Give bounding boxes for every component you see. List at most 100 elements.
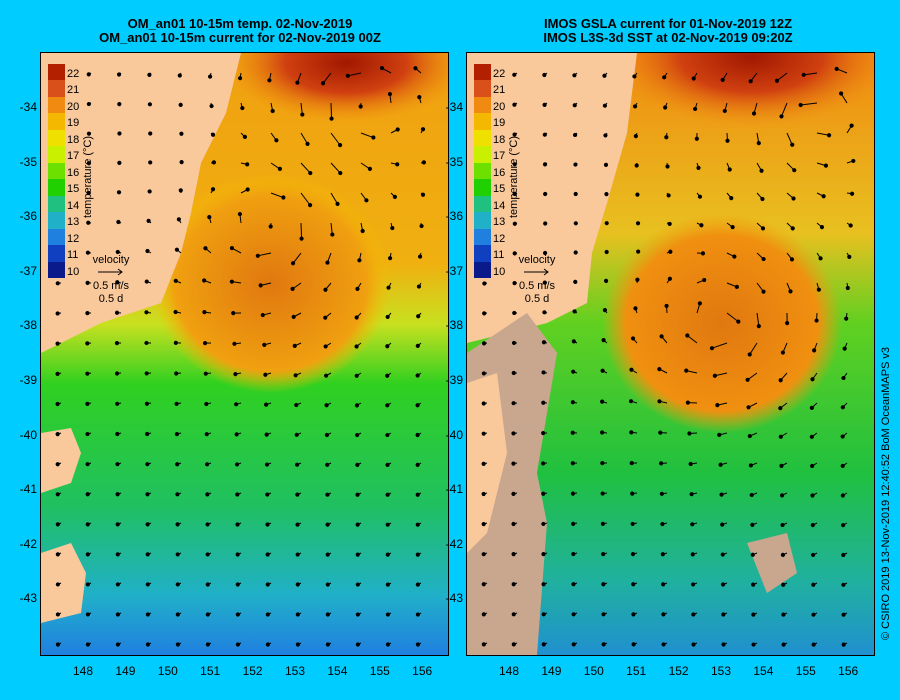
left-map-panel[interactable] <box>40 52 449 656</box>
current-vector-head <box>385 403 390 408</box>
colorbar-label: 13 <box>493 216 506 229</box>
current-vector-head <box>821 194 826 199</box>
current-vector-head <box>115 582 120 587</box>
current-vector-head <box>385 582 390 587</box>
current-vector-head <box>179 131 184 136</box>
current-vector-head <box>386 285 391 290</box>
current-vector-head <box>115 401 120 406</box>
current-vector-head <box>274 138 279 143</box>
current-vector-head <box>602 308 608 313</box>
current-vector-head <box>116 190 122 195</box>
current-vector-head <box>204 432 209 437</box>
current-vector-head <box>511 370 516 376</box>
current-vector-head <box>810 493 815 498</box>
current-vector-head <box>543 221 548 226</box>
current-vector-head <box>601 612 606 617</box>
current-vector-head <box>512 310 517 316</box>
latitude-tick: -40 <box>19 427 37 442</box>
current-vector-head <box>541 491 546 496</box>
current-vector-head <box>810 377 815 382</box>
current-vector-head <box>512 281 517 286</box>
current-vector-head <box>202 278 207 283</box>
current-vector-head <box>86 220 91 225</box>
current-vector-head <box>264 402 269 407</box>
left-velocity-legend: velocity 0.5 m/s 0.5 d <box>86 254 136 306</box>
current-vector-head <box>264 432 269 437</box>
current-vector-head <box>481 341 487 346</box>
current-vector-head <box>233 372 238 377</box>
current-vector-head <box>751 111 757 116</box>
latitude-tick: -42 <box>19 536 37 551</box>
colorbar-swatch <box>48 146 65 164</box>
latitude-tick: -43 <box>445 591 463 606</box>
right-map-panel[interactable] <box>466 52 875 656</box>
current-vector-head <box>260 312 265 318</box>
longitude-tick: 149 <box>541 664 562 678</box>
longitude-tick: 153 <box>284 664 306 678</box>
current-vector-head <box>819 225 825 230</box>
current-vector-head <box>842 346 847 351</box>
current-vector-head <box>542 250 548 256</box>
current-vector-head <box>633 306 638 311</box>
current-vector-head <box>693 106 698 112</box>
current-vector-head <box>415 492 420 497</box>
current-vector-head <box>512 251 517 256</box>
colorbar-label: 18 <box>67 133 80 146</box>
current-vector-head <box>604 249 609 255</box>
current-vector-head <box>209 103 214 109</box>
current-vector-head <box>717 432 722 437</box>
current-vector-head <box>780 522 785 528</box>
current-vector-head <box>719 492 724 497</box>
current-vector-head <box>175 522 180 527</box>
colorbar-swatch <box>474 146 491 164</box>
current-vector-head <box>174 431 180 437</box>
current-vector-head <box>512 72 517 77</box>
current-vector-head <box>781 612 786 617</box>
current-vector-head <box>146 218 151 223</box>
right-colorbar <box>474 64 491 279</box>
current-vector-head <box>85 401 90 406</box>
current-vector-head <box>324 403 329 408</box>
longitude-tick: 151 <box>626 664 647 678</box>
current-vector-head <box>734 284 739 289</box>
current-vector-head <box>323 344 328 349</box>
current-vector-head <box>175 612 180 617</box>
current-vector-head <box>205 522 210 527</box>
current-vector-head <box>262 342 267 347</box>
current-vector-head <box>790 142 795 147</box>
current-vector-head <box>415 403 420 408</box>
colorbar-label: 19 <box>67 117 80 130</box>
current-vector-head <box>481 552 486 557</box>
current-vector-head <box>481 431 486 436</box>
current-vector-head <box>631 642 636 647</box>
colorbar-label: 12 <box>493 232 506 245</box>
current-vector-head <box>420 127 426 132</box>
current-vector-head <box>511 642 516 647</box>
current-vector-head <box>231 311 236 316</box>
current-vector-head <box>481 521 486 527</box>
current-vector-head <box>415 343 420 348</box>
current-vector-head <box>727 167 732 172</box>
current-vector-head <box>325 582 330 587</box>
current-vector-head <box>355 432 360 438</box>
current-vector-head <box>849 123 854 128</box>
current-vector-head <box>801 72 806 77</box>
current-vector-head <box>662 75 667 80</box>
current-vector-head <box>600 521 606 526</box>
current-vector-head <box>338 170 343 176</box>
current-vector-head <box>604 192 609 197</box>
current-vector-head <box>780 350 786 355</box>
colorbar-label: 12 <box>67 232 80 245</box>
current-vector-head <box>702 277 707 283</box>
colorbar-swatch <box>48 113 65 131</box>
current-vector-head <box>265 522 270 527</box>
current-vector-head <box>840 523 846 528</box>
current-vector-head <box>661 612 666 617</box>
colorbar-swatch <box>48 179 65 197</box>
current-vector-head <box>481 612 486 617</box>
current-vector-head <box>761 289 766 294</box>
current-vector <box>322 72 332 84</box>
velocity-time: 0.5 d <box>524 293 550 305</box>
current-vector-head <box>117 101 122 107</box>
latitude-tick: -39 <box>445 373 463 387</box>
